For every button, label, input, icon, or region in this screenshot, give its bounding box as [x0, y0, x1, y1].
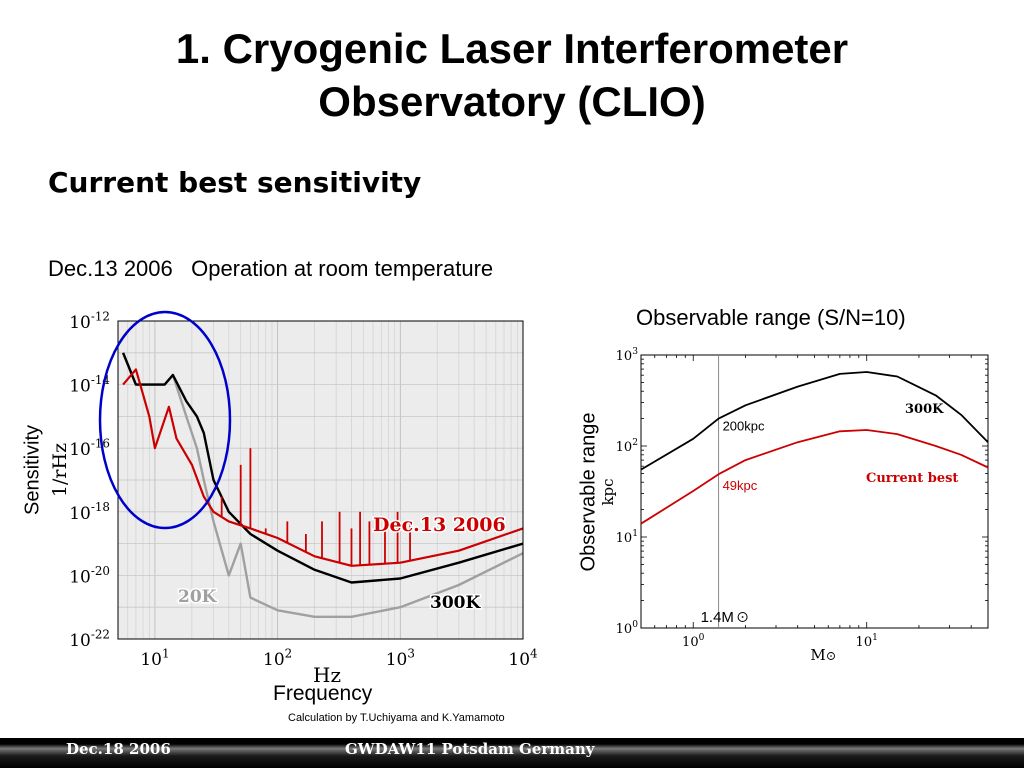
- y-tick-label: 10-20: [69, 564, 110, 588]
- title-line-2: Observatory (CLIO): [318, 78, 706, 125]
- series-line-0: [640, 371, 989, 471]
- y-tick-label: 10-12: [69, 309, 110, 333]
- y-tick-label: 103: [616, 347, 639, 364]
- solar-symbol-icon: [737, 612, 748, 622]
- x-tick-label: 101: [140, 646, 169, 670]
- highlight-ellipse: [98, 310, 232, 530]
- series-line-1: [640, 429, 989, 525]
- y-tick-label: 101: [616, 529, 638, 546]
- footer-date: Dec.18 2006: [66, 740, 171, 758]
- annotation-300k: 300K: [430, 593, 481, 613]
- series-line-0: [122, 368, 524, 567]
- footer-bar: Dec.18 2006 GWDAW11 Potsdam Germany: [0, 738, 1024, 768]
- credit-text: Calculation by T.Uchiyama and K.Yamamoto: [288, 712, 505, 724]
- observable-range-title: Observable range (S/N=10): [636, 305, 906, 330]
- label-200kpc: 200kpc: [723, 419, 765, 434]
- x-tick-label: 104: [508, 646, 537, 670]
- solar-symbol-dot: [830, 655, 832, 657]
- y-tick-label: 10-14: [69, 373, 110, 397]
- series-line-1: [121, 352, 524, 584]
- plot-frame: [117, 320, 524, 640]
- solar-symbol-dot: [741, 616, 744, 618]
- charts-svg: 101 102 103 10410-1210-1410-1610-1810-2010-…: [49, 309, 989, 687]
- title-line-1: 1. Cryogenic Laser Interferometer: [175, 25, 849, 72]
- x-tick-label: 100: [682, 633, 705, 650]
- frequency-caption: Frequency: [273, 682, 373, 705]
- footer-conference: GWDAW11 Potsdam Germany: [345, 740, 595, 758]
- annotation-current-best: Current best: [866, 471, 958, 486]
- slide-subtitle: Current best sensitivity: [48, 166, 422, 199]
- y-axis-label: kpc: [599, 478, 617, 505]
- annotation-20k: 20K: [178, 587, 218, 607]
- y-tick-label: 10-18: [69, 500, 110, 524]
- label-1.4m: 1.4M: [701, 609, 734, 626]
- annotation-dec13: Dec.13 2006: [373, 514, 506, 536]
- x-axis-label: M: [810, 646, 825, 664]
- y-tick-label: 102: [616, 438, 638, 455]
- y-tick-label: 100: [616, 620, 639, 637]
- x-tick-label: 101: [856, 633, 878, 650]
- x-axis-label: Hz: [313, 663, 341, 687]
- slide-title: 1. Cryogenic Laser Interferometer Observ…: [0, 22, 1024, 128]
- y-axis-label: 1/rHz: [49, 443, 71, 497]
- annotation-300k: 300K: [905, 402, 944, 417]
- plot-frame: [640, 354, 989, 629]
- y-tick-label: 10-22: [69, 627, 110, 651]
- dateline: Dec.13 2006 Operation at room temperatur…: [48, 256, 494, 281]
- observable-range-chart: 100 101 100 101 102 103 kpc M 200kpc 49kpc 1.4M 300…: [599, 347, 989, 664]
- label-49kpc: 49kpc: [723, 478, 758, 493]
- sensitivity-chart: 101 102 103 10410-1210-1410-1610-1810-2010-…: [49, 309, 538, 687]
- x-tick-label: 102: [263, 646, 292, 670]
- grid: [117, 320, 524, 640]
- x-tick-label: 103: [386, 646, 415, 670]
- solar-symbol-icon: [827, 652, 835, 660]
